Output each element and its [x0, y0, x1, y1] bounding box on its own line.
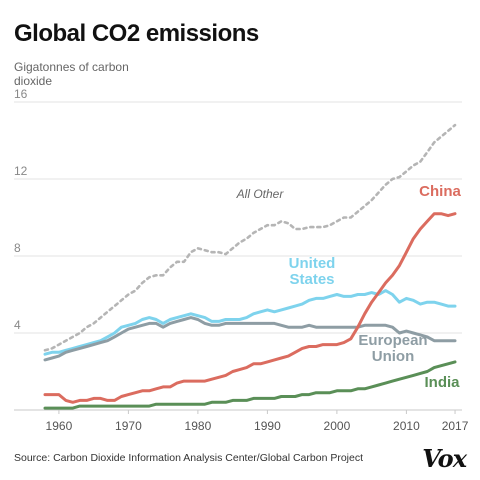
series-label-line: States	[289, 271, 334, 288]
x-tick-label-1970: 1970	[115, 419, 142, 433]
series-label-india: India	[424, 374, 460, 391]
series-label-line: European	[358, 332, 427, 349]
chart-title: Global CO2 emissions	[14, 20, 259, 47]
y-tick-label-8: 8	[14, 241, 21, 255]
series-line-united-states	[43, 289, 457, 356]
series-label-line: India	[424, 374, 460, 391]
x-tick-label-1980: 1980	[185, 419, 212, 433]
y-axis-unit-label: Gigatonnes of carbon dioxide	[14, 60, 129, 88]
series-label-line: United	[289, 255, 336, 272]
series-label-china: China	[419, 183, 461, 200]
x-tick-label-2017: 2017	[442, 419, 469, 433]
series-label-line: All Other	[236, 187, 285, 201]
series-label-line: China	[419, 183, 461, 200]
series-label-all-other: All Other	[236, 187, 285, 201]
series-label-european-union: European Union	[358, 332, 427, 365]
series-label-line: Union	[372, 348, 415, 365]
x-tick-label-1990: 1990	[254, 419, 281, 433]
series-label-united-states: United States	[289, 255, 336, 288]
x-tick-label-2000: 2000	[324, 419, 351, 433]
series-line-european-union	[43, 316, 457, 362]
series-line-india	[43, 360, 457, 410]
series-line-all-other	[43, 123, 457, 352]
y-tick-label-12: 12	[14, 164, 28, 178]
series-line-china	[43, 212, 457, 404]
x-tick-label-2010: 2010	[393, 419, 420, 433]
y-tick-label-4: 4	[14, 318, 21, 332]
y-tick-label-16: 16	[14, 87, 28, 101]
source-note: Source: Carbon Dioxide Information Analy…	[14, 452, 364, 464]
x-tick-label-1960: 1960	[46, 419, 73, 433]
vox-logo: Vox	[422, 444, 467, 473]
